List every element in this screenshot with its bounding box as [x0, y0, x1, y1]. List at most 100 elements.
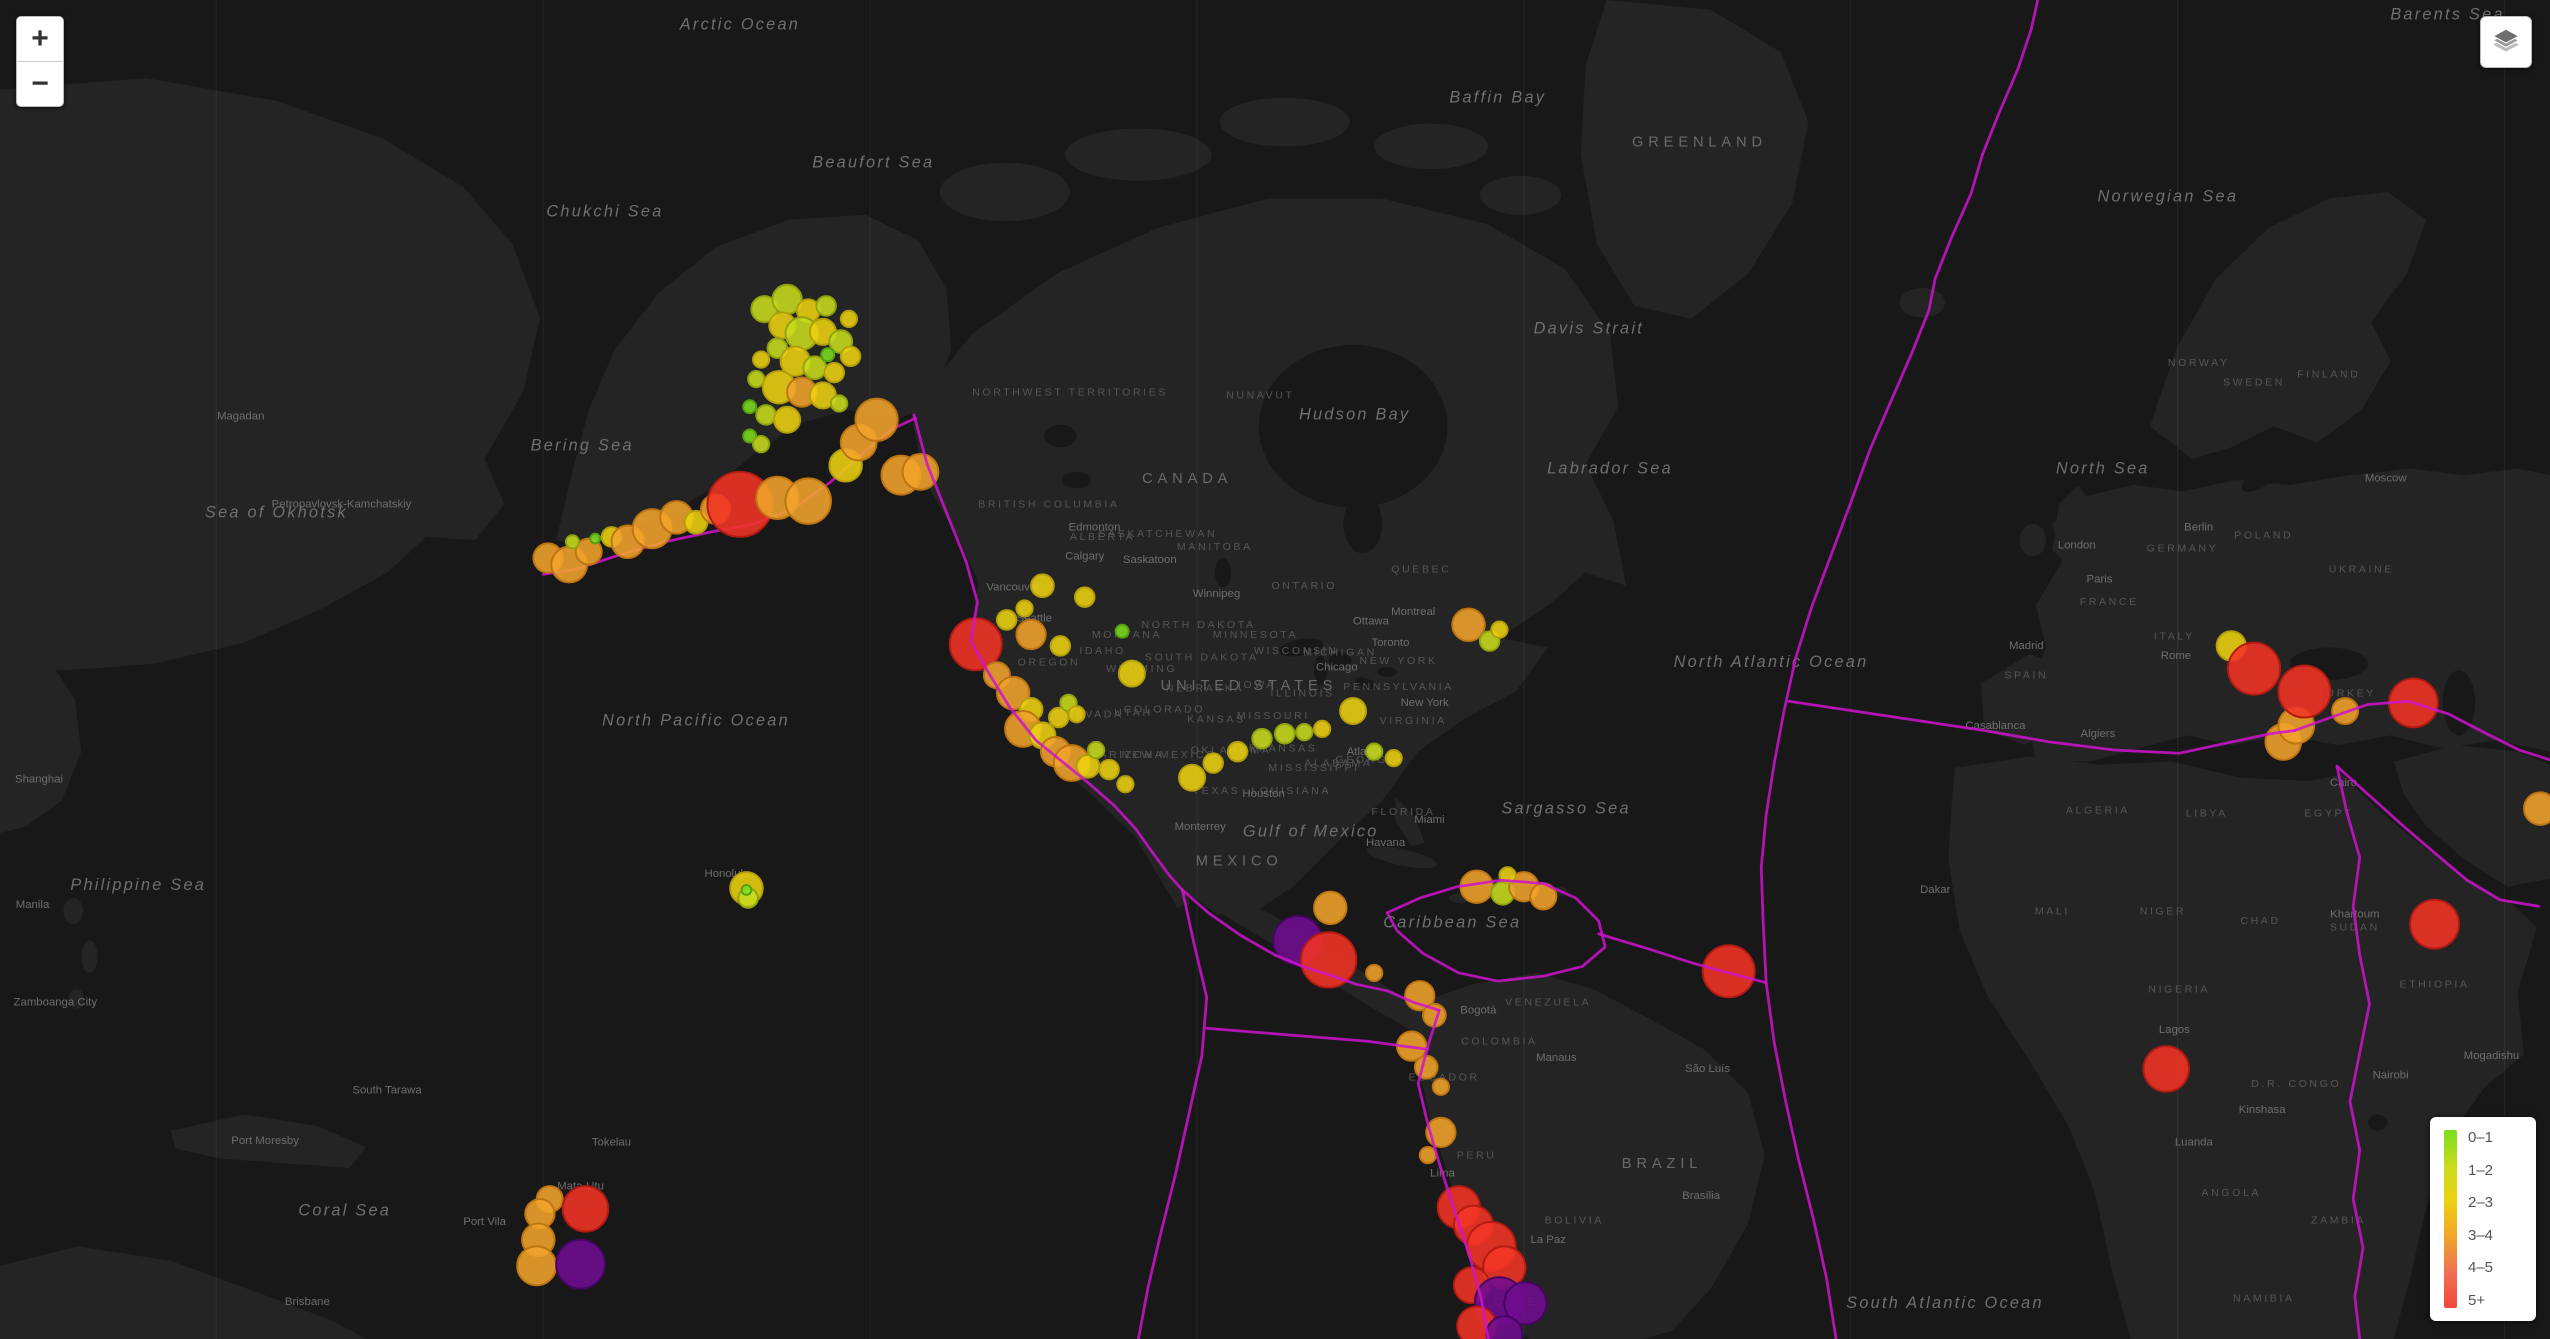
map-label-region: ONTARIO [1271, 580, 1337, 592]
earthquake-marker[interactable] [2142, 1045, 2190, 1093]
map-label-city: Ottawa [1353, 616, 1390, 628]
map-label-country: UNITED STATES [1161, 678, 1338, 694]
earthquake-marker[interactable] [1313, 890, 1348, 926]
map-label-city: Miami [1414, 814, 1444, 826]
earthquake-marker[interactable] [1015, 599, 1034, 618]
earthquake-marker[interactable] [995, 609, 1018, 631]
earthquake-marker[interactable] [839, 309, 859, 328]
earthquake-marker[interactable] [1701, 944, 1756, 999]
earthquake-marker[interactable] [823, 361, 846, 384]
earthquake-marker[interactable] [1015, 618, 1047, 651]
earthquake-marker[interactable] [755, 404, 777, 426]
earthquake-marker[interactable] [839, 345, 862, 368]
map-label-ocean: Barents Sea [2390, 6, 2504, 24]
earthquake-marker[interactable] [1117, 659, 1146, 688]
earthquake-marker[interactable] [1202, 752, 1224, 774]
map-label-city: Rome [2161, 650, 2191, 662]
map-label-region: WISCONSIN [1254, 645, 1338, 657]
earthquake-marker[interactable] [2277, 664, 2332, 719]
earthquake-marker[interactable] [555, 1238, 606, 1290]
map-label-region: LOUISIANA [1251, 785, 1331, 797]
earthquake-marker[interactable] [1178, 763, 1207, 792]
earthquake-marker[interactable] [1365, 742, 1384, 761]
earthquake-marker[interactable] [773, 405, 802, 434]
earthquake-marker[interactable] [784, 477, 833, 525]
earthquake-marker[interactable] [1116, 775, 1135, 794]
earthquake-marker[interactable] [1300, 931, 1358, 989]
earthquake-marker[interactable] [516, 1245, 558, 1287]
map-label-region: UTAH [1114, 707, 1152, 719]
earthquake-marker[interactable] [1490, 620, 1509, 639]
map-label-region: NORTH DAKOTA [1141, 619, 1255, 631]
earthquake-marker[interactable] [1226, 740, 1249, 763]
earthquake-marker[interactable] [1418, 1146, 1437, 1165]
earthquake-marker[interactable] [1098, 758, 1120, 781]
legend-label: 4–5 [2468, 1259, 2494, 1277]
earthquake-marker[interactable] [2409, 898, 2460, 950]
map-label-ocean: Baffin Bay [1449, 88, 1546, 106]
water-body [1355, 677, 1377, 690]
map-label-ocean: Gulf of Mexico [1243, 822, 1379, 840]
map-label-region: PENNSYLVANIA [1343, 681, 1454, 693]
map-label-region: CHAD [2240, 915, 2280, 927]
earthquake-marker[interactable] [1251, 727, 1273, 750]
earthquake-marker[interactable] [1413, 1054, 1439, 1080]
earthquake-marker[interactable] [901, 452, 940, 491]
zoom-out-button[interactable]: − [17, 61, 63, 106]
map-label-region: OREGON [1018, 656, 1081, 668]
zoom-in-button[interactable]: + [17, 17, 63, 61]
earthquake-marker[interactable] [561, 1185, 610, 1233]
earthquake-marker[interactable] [1030, 573, 1055, 599]
earthquake-marker[interactable] [589, 532, 602, 545]
legend-label: 0–1 [2468, 1129, 2494, 1146]
water-body [1061, 471, 1092, 489]
map-label-region: ETHIOPIA [2399, 979, 2469, 991]
earthquake-marker[interactable] [747, 369, 766, 389]
legend-labels: 0–1 1–2 2–3 3–4 4–5 5+ [2468, 1130, 2493, 1308]
landmass [1948, 756, 2537, 1339]
earthquake-marker[interactable] [751, 350, 771, 369]
earthquake-marker[interactable] [1431, 1077, 1450, 1096]
earthquake-marker[interactable] [1049, 635, 1072, 657]
landmass [1219, 97, 1350, 147]
landmass [1980, 654, 2074, 746]
layers-control[interactable] [2480, 16, 2532, 68]
earthquake-marker[interactable] [1503, 1281, 1548, 1326]
map-label-city: Paris [2087, 573, 2113, 585]
earthquake-marker[interactable] [1451, 607, 1486, 643]
earthquake-marker[interactable] [751, 435, 771, 454]
earthquake-marker[interactable] [1365, 963, 1384, 983]
map-label-city: Nairobi [2373, 1070, 2409, 1082]
earthquake-marker[interactable] [2523, 791, 2550, 826]
earthquake-marker[interactable] [1073, 586, 1096, 608]
earthquake-marker[interactable] [574, 537, 603, 566]
layers-icon [2492, 28, 2520, 52]
earthquake-marker[interactable] [1295, 723, 1314, 742]
earthquake-marker[interactable] [1274, 723, 1296, 745]
plate-boundary-line [1137, 888, 1209, 1339]
earthquake-marker[interactable] [830, 394, 849, 413]
earthquake-marker[interactable] [1339, 696, 1368, 725]
earthquake-marker[interactable] [740, 884, 753, 896]
map-label-city: Chicago [1316, 661, 1358, 673]
legend-label: 2–3 [2468, 1194, 2494, 1212]
earthquake-marker[interactable] [564, 534, 580, 550]
earthquake-marker[interactable] [1313, 719, 1332, 738]
map-label-region: ARIZONA [1099, 749, 1164, 761]
earthquake-marker[interactable] [742, 399, 758, 415]
earthquake-marker[interactable] [1067, 705, 1086, 724]
map-label-region: IOWA [1238, 679, 1276, 691]
earthquake-marker[interactable] [1114, 623, 1130, 639]
water-body [1258, 344, 1448, 508]
map-label-ocean: Chukchi Sea [546, 202, 663, 220]
map-label-region: QUEBEC [1391, 564, 1451, 576]
earthquake-marker[interactable] [1087, 740, 1106, 760]
earthquake-marker[interactable] [854, 397, 899, 442]
map-label-region: MANITOBA [1177, 541, 1253, 553]
earthquake-marker[interactable] [742, 428, 758, 444]
earthquake-marker[interactable] [1384, 749, 1403, 768]
earthquake-marker[interactable] [2227, 641, 2282, 696]
earthquake-marker[interactable] [815, 295, 837, 317]
earthquake-marker[interactable] [820, 347, 836, 363]
